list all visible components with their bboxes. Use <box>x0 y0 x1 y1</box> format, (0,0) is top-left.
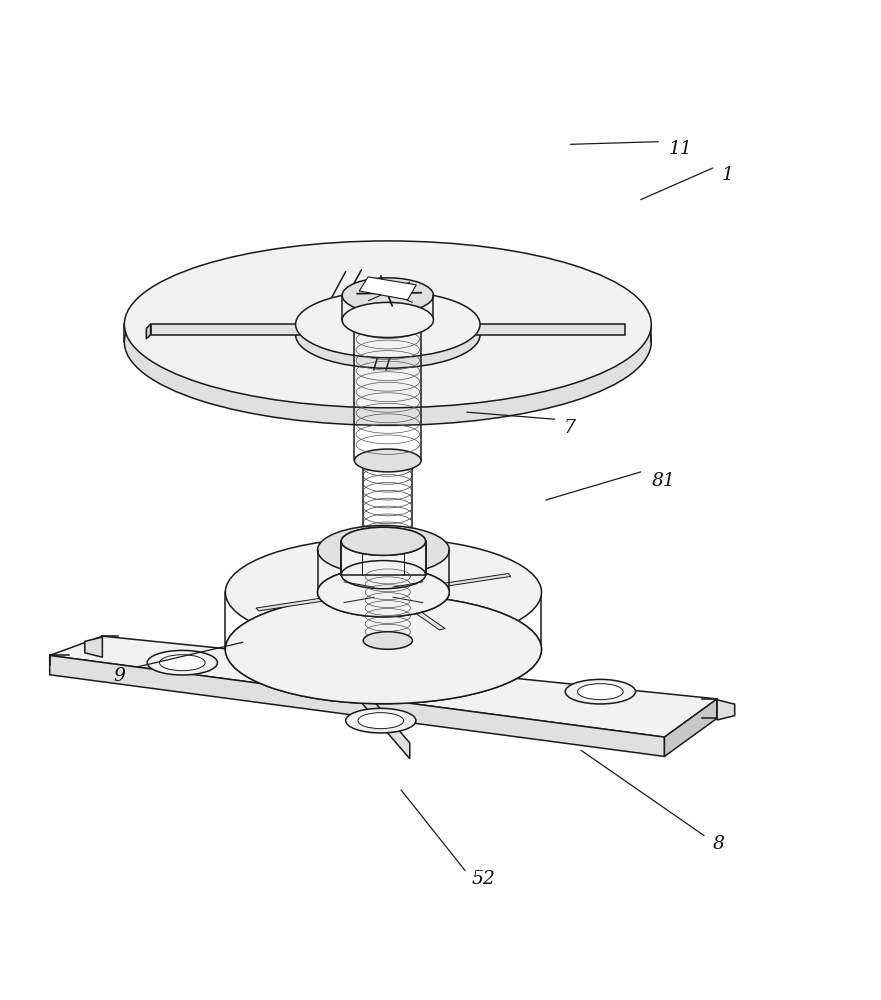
Polygon shape <box>151 324 625 335</box>
Text: 52: 52 <box>471 870 495 888</box>
Polygon shape <box>339 661 410 759</box>
Ellipse shape <box>345 708 416 733</box>
Polygon shape <box>405 605 445 630</box>
Ellipse shape <box>124 258 651 425</box>
Ellipse shape <box>354 313 421 336</box>
Polygon shape <box>436 574 511 587</box>
Ellipse shape <box>226 595 542 704</box>
Ellipse shape <box>317 568 449 617</box>
Ellipse shape <box>566 679 635 704</box>
Ellipse shape <box>341 527 426 555</box>
Ellipse shape <box>147 650 218 675</box>
Text: 8: 8 <box>713 835 725 853</box>
Polygon shape <box>146 324 151 339</box>
Ellipse shape <box>363 632 412 649</box>
Ellipse shape <box>341 527 426 555</box>
Polygon shape <box>664 699 717 756</box>
Ellipse shape <box>159 655 205 671</box>
Polygon shape <box>85 637 102 657</box>
Polygon shape <box>359 277 417 300</box>
Ellipse shape <box>296 302 480 368</box>
Ellipse shape <box>296 291 480 358</box>
Ellipse shape <box>358 713 403 729</box>
Ellipse shape <box>317 568 449 617</box>
Polygon shape <box>341 541 426 575</box>
Text: 11: 11 <box>669 140 692 158</box>
Polygon shape <box>49 636 717 737</box>
Text: 1: 1 <box>722 166 733 184</box>
Polygon shape <box>49 655 664 756</box>
Text: 7: 7 <box>564 419 575 437</box>
Polygon shape <box>256 597 331 611</box>
Ellipse shape <box>363 561 412 579</box>
Ellipse shape <box>124 241 651 408</box>
Polygon shape <box>717 700 735 720</box>
Ellipse shape <box>317 525 449 575</box>
Ellipse shape <box>342 302 433 338</box>
Ellipse shape <box>354 449 421 472</box>
Polygon shape <box>322 555 361 580</box>
Ellipse shape <box>226 538 542 647</box>
Text: 81: 81 <box>651 472 675 490</box>
Ellipse shape <box>578 684 623 700</box>
Ellipse shape <box>226 595 542 704</box>
Ellipse shape <box>342 278 433 313</box>
Text: 9: 9 <box>114 667 126 685</box>
